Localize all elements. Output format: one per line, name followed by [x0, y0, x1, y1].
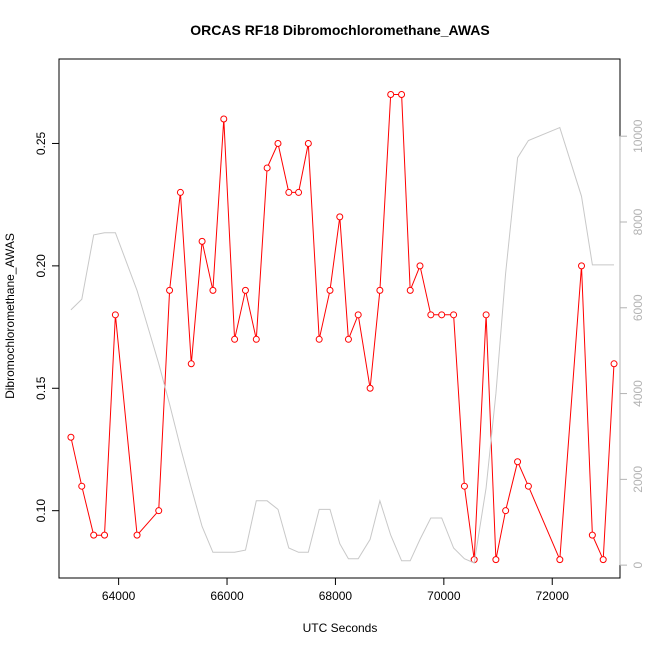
- series-0-point-21: [315, 335, 323, 343]
- series-0-point-3: [101, 531, 109, 539]
- y2-tick-label-0: 0: [631, 561, 645, 568]
- y-tick-label-1: 0.15: [34, 376, 48, 400]
- y-axis-label: Dibromochloromethane_AWAS: [3, 233, 17, 399]
- series-0-point-2: [90, 531, 98, 539]
- y-tick-label-0: 0.10: [34, 499, 48, 523]
- series-0-point-19: [295, 188, 303, 196]
- series-0-point-35: [460, 482, 468, 490]
- series-0-point-29: [398, 90, 406, 98]
- series-0-point-4: [111, 311, 119, 319]
- series-0-point-16: [263, 164, 271, 172]
- series-0-point-46: [610, 360, 618, 368]
- series-1-line: [70, 126, 614, 564]
- y2-tick-label-2: 4000: [631, 380, 645, 407]
- series-0-point-24: [344, 335, 352, 343]
- series-0-point-34: [450, 311, 458, 319]
- series-0-point-33: [438, 311, 446, 319]
- series-0-point-6: [155, 507, 163, 515]
- series-0-point-28: [387, 90, 395, 98]
- series-0-point-17: [274, 139, 282, 147]
- x-tick-label-1: 66000: [210, 589, 244, 603]
- series-0-point-43: [578, 262, 586, 270]
- series-0-point-44: [588, 531, 596, 539]
- series-0-point-13: [231, 335, 239, 343]
- x-axis-label: UTC Seconds: [303, 621, 378, 635]
- axes: 64000 66000 68000 70000 72000 0.10 0.15 0.20 0.2…: [34, 119, 645, 603]
- series-0-point-9: [187, 360, 195, 368]
- x-tick-label-0: 64000: [102, 589, 136, 603]
- series-0-point-32: [427, 311, 435, 319]
- series-0-point-25: [354, 311, 362, 319]
- y-tick-label-3: 0.25: [34, 131, 48, 155]
- y2-tick-label-1: 2000: [631, 466, 645, 493]
- series-0-point-12: [220, 115, 228, 123]
- series-0-point-10: [198, 237, 206, 245]
- series-layer: [67, 90, 618, 564]
- x-tick-label-3: 70000: [427, 589, 461, 603]
- y2-tick-label-4: 8000: [631, 208, 645, 235]
- series-0-point-11: [209, 286, 217, 294]
- series-0-point-7: [166, 286, 174, 294]
- series-0-point-41: [524, 482, 532, 490]
- series-0-point-40: [514, 458, 522, 466]
- x-tick-label-2: 68000: [319, 589, 353, 603]
- series-0-point-38: [492, 556, 500, 564]
- series-0-point-0: [67, 433, 75, 441]
- series-0-point-45: [599, 556, 607, 564]
- series-0-point-22: [326, 286, 334, 294]
- series-0-point-20: [304, 139, 312, 147]
- series-0-point-18: [285, 188, 293, 196]
- x-tick-label-4: 72000: [536, 589, 570, 603]
- chart-title: ORCAS RF18 Dibromochloromethane_AWAS: [190, 22, 490, 38]
- series-0-point-42: [556, 556, 564, 564]
- y2-tick-label-3: 6000: [631, 294, 645, 321]
- series-0-point-26: [366, 384, 374, 392]
- series-0-point-1: [78, 482, 86, 490]
- series-0-point-8: [176, 188, 184, 196]
- y2-tick-label-5: 10000: [631, 119, 645, 153]
- series-0-point-37: [482, 311, 490, 319]
- y-tick-label-2: 0.20: [34, 254, 48, 278]
- series-0-point-5: [133, 531, 141, 539]
- series-0-point-27: [376, 286, 384, 294]
- series-0-point-23: [336, 213, 344, 221]
- series-0-point-39: [502, 507, 510, 515]
- series-0-point-31: [416, 262, 424, 270]
- series-0-point-15: [252, 335, 260, 343]
- series-0-point-30: [406, 286, 414, 294]
- series-0-point-14: [241, 286, 249, 294]
